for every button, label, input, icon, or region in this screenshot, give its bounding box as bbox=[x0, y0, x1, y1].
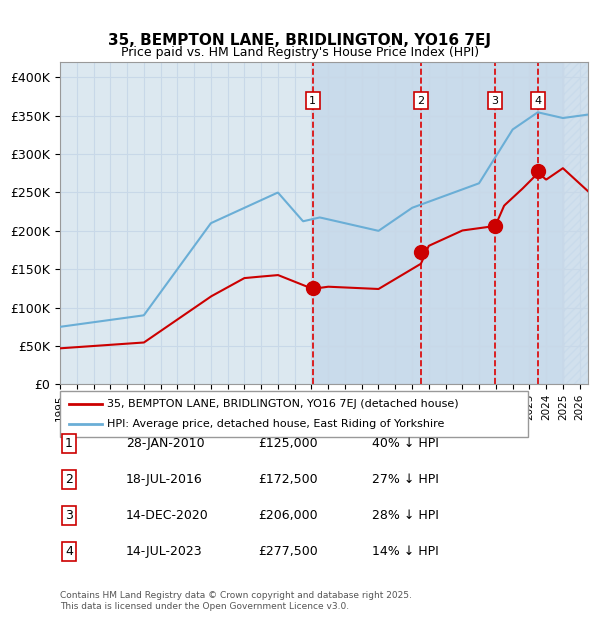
Bar bbox=[313, 62, 563, 384]
Text: 28-JAN-2010: 28-JAN-2010 bbox=[126, 437, 205, 450]
FancyBboxPatch shape bbox=[60, 391, 528, 437]
Text: 2: 2 bbox=[65, 473, 73, 485]
Text: 1: 1 bbox=[65, 437, 73, 450]
Text: HPI: Average price, detached house, East Riding of Yorkshire: HPI: Average price, detached house, East… bbox=[107, 419, 444, 429]
Text: 35, BEMPTON LANE, BRIDLINGTON, YO16 7EJ (detached house): 35, BEMPTON LANE, BRIDLINGTON, YO16 7EJ … bbox=[107, 399, 458, 409]
Text: 28% ↓ HPI: 28% ↓ HPI bbox=[372, 509, 439, 521]
Text: 27% ↓ HPI: 27% ↓ HPI bbox=[372, 473, 439, 485]
Text: Price paid vs. HM Land Registry's House Price Index (HPI): Price paid vs. HM Land Registry's House … bbox=[121, 46, 479, 59]
Text: 4: 4 bbox=[535, 95, 542, 105]
Text: 35, BEMPTON LANE, BRIDLINGTON, YO16 7EJ: 35, BEMPTON LANE, BRIDLINGTON, YO16 7EJ bbox=[109, 33, 491, 48]
Text: 3: 3 bbox=[491, 95, 499, 105]
Text: 4: 4 bbox=[65, 545, 73, 557]
Bar bbox=[563, 62, 588, 384]
Text: £125,000: £125,000 bbox=[258, 437, 317, 450]
Text: 18-JUL-2016: 18-JUL-2016 bbox=[126, 473, 203, 485]
Text: 14-DEC-2020: 14-DEC-2020 bbox=[126, 509, 209, 521]
Text: £277,500: £277,500 bbox=[258, 545, 318, 557]
Text: £206,000: £206,000 bbox=[258, 509, 317, 521]
Text: 40% ↓ HPI: 40% ↓ HPI bbox=[372, 437, 439, 450]
Text: 3: 3 bbox=[65, 509, 73, 521]
Text: 2: 2 bbox=[418, 95, 425, 105]
Text: 1: 1 bbox=[309, 95, 316, 105]
Text: 14% ↓ HPI: 14% ↓ HPI bbox=[372, 545, 439, 557]
Text: £172,500: £172,500 bbox=[258, 473, 317, 485]
Text: Contains HM Land Registry data © Crown copyright and database right 2025.
This d: Contains HM Land Registry data © Crown c… bbox=[60, 591, 412, 611]
Text: 14-JUL-2023: 14-JUL-2023 bbox=[126, 545, 203, 557]
